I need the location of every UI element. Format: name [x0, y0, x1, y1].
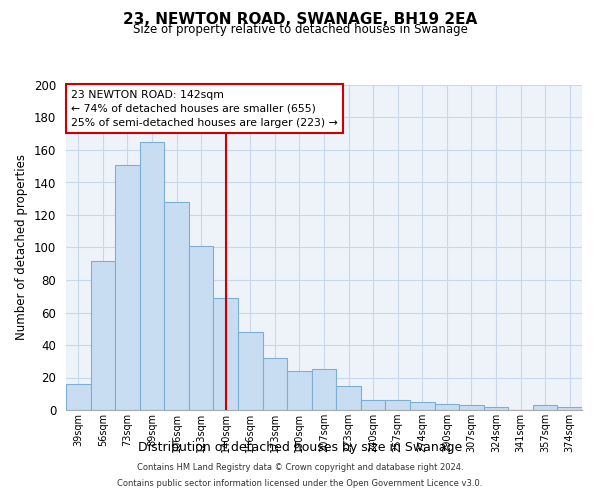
Bar	[557, 407, 582, 410]
Bar	[336, 386, 361, 410]
Bar	[459, 405, 484, 410]
Text: 23, NEWTON ROAD, SWANAGE, BH19 2EA: 23, NEWTON ROAD, SWANAGE, BH19 2EA	[123, 12, 477, 28]
Text: Contains HM Land Registry data © Crown copyright and database right 2024.: Contains HM Land Registry data © Crown c…	[137, 464, 463, 472]
Bar	[189, 246, 214, 410]
Bar	[484, 407, 508, 410]
Bar	[410, 402, 434, 410]
Bar	[164, 202, 189, 410]
Bar	[214, 298, 238, 410]
Bar	[91, 260, 115, 410]
Bar	[140, 142, 164, 410]
Text: 23 NEWTON ROAD: 142sqm
← 74% of detached houses are smaller (655)
25% of semi-de: 23 NEWTON ROAD: 142sqm ← 74% of detached…	[71, 90, 338, 128]
Bar	[238, 332, 263, 410]
Text: Distribution of detached houses by size in Swanage: Distribution of detached houses by size …	[138, 441, 462, 454]
Text: Contains public sector information licensed under the Open Government Licence v3: Contains public sector information licen…	[118, 478, 482, 488]
Bar	[533, 405, 557, 410]
Bar	[434, 404, 459, 410]
Y-axis label: Number of detached properties: Number of detached properties	[16, 154, 28, 340]
Bar	[361, 400, 385, 410]
Bar	[66, 384, 91, 410]
Bar	[312, 370, 336, 410]
Bar	[287, 371, 312, 410]
Bar	[263, 358, 287, 410]
Bar	[115, 164, 140, 410]
Text: Size of property relative to detached houses in Swanage: Size of property relative to detached ho…	[133, 22, 467, 36]
Bar	[385, 400, 410, 410]
